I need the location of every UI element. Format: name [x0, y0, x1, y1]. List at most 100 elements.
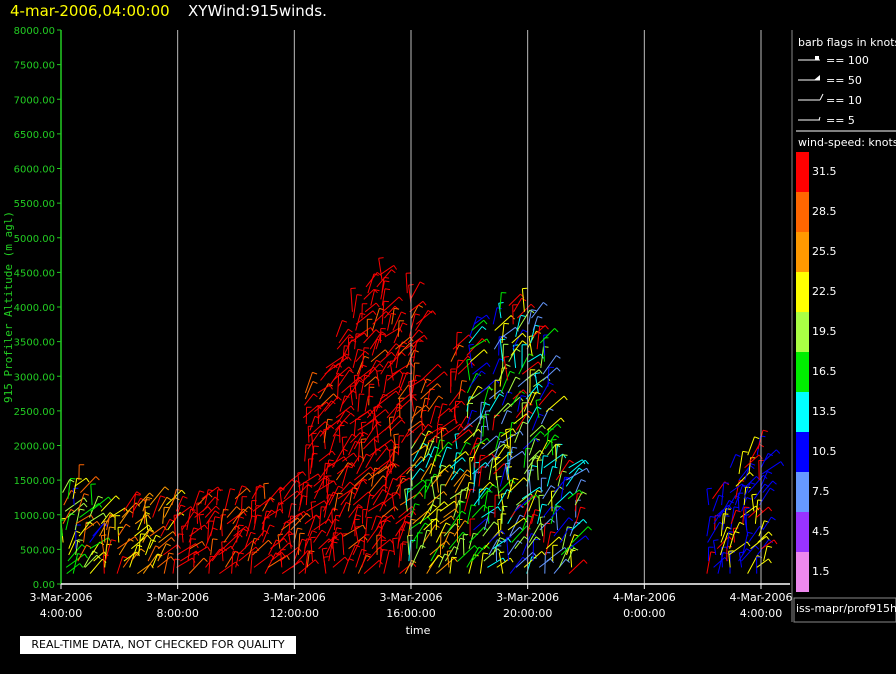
y-tick-label: 7000.00 [14, 95, 55, 106]
wind-barb [137, 511, 151, 531]
wind-barb-flag [427, 423, 433, 428]
wind-barb-flag [403, 372, 409, 375]
wind-barb-shaft [386, 369, 400, 381]
wind-barb [393, 433, 399, 450]
wind-barb-flag [432, 310, 437, 315]
wind-barb-shaft [372, 311, 387, 325]
wind-barb-shaft [157, 537, 172, 550]
wind-barb-shaft [365, 495, 371, 518]
wind-barb [347, 479, 367, 493]
wind-barb-shaft [375, 422, 379, 443]
wind-barb-shaft [429, 454, 437, 475]
wind-barb-shaft [172, 559, 176, 574]
wind-barb [753, 483, 770, 500]
wind-barb-shaft [503, 357, 509, 381]
wind-barb-shaft [103, 555, 105, 574]
wind-barb [508, 293, 525, 306]
wind-barb-flag [528, 353, 534, 357]
wind-barb-shaft [542, 367, 558, 381]
wind-barb-flag [771, 516, 776, 521]
wind-barb [336, 409, 351, 425]
wind-barb-flag [215, 505, 220, 510]
wind-barb [238, 546, 260, 562]
wind-barb-flag [329, 424, 335, 429]
wind-barb-shaft [397, 342, 411, 356]
wind-barb [399, 397, 405, 418]
wind-barb [498, 551, 505, 574]
wind-barb [262, 524, 275, 543]
wind-barb-shaft [546, 417, 562, 431]
wind-barb-flag [401, 311, 407, 315]
wind-barb-shaft [558, 547, 569, 568]
wind-barb-shaft [308, 421, 326, 437]
wind-barb [220, 514, 227, 537]
wind-barb-flag [373, 273, 379, 276]
wind-barb [326, 480, 334, 499]
wind-barb-flag [269, 524, 275, 528]
wind-barb-shaft [353, 419, 357, 437]
wind-barb [341, 436, 348, 456]
wind-barb-flag [537, 316, 543, 319]
wind-barb [355, 310, 377, 325]
wind-barb-shaft [483, 491, 489, 512]
wind-barb [415, 309, 433, 331]
wind-barb-flag [526, 447, 532, 450]
wind-barb [559, 454, 568, 474]
wind-barb-shaft [204, 489, 209, 506]
wind-barb-shaft [411, 444, 426, 456]
wind-barb [313, 529, 327, 543]
wind-barb-shaft [521, 515, 529, 531]
wind-barb [355, 312, 366, 331]
wind-barb [429, 405, 441, 425]
wind-barb-shaft [395, 477, 404, 493]
wind-barb-shaft [499, 367, 503, 387]
wind-barb-flag [410, 362, 415, 368]
wind-barb-shaft [157, 556, 172, 568]
wind-barb-flag [149, 492, 154, 497]
wind-barb [104, 539, 117, 562]
wind-barb-flag [399, 529, 405, 531]
wind-barb [360, 421, 367, 437]
wind-barb-shaft [237, 506, 250, 518]
wind-barb-flag [316, 514, 320, 520]
wind-barb-shaft [408, 540, 411, 562]
wind-barb [528, 353, 544, 363]
colorbar-label: 25.5 [812, 245, 837, 258]
wind-barb-shaft [760, 471, 768, 487]
wind-barb-shaft [408, 516, 429, 531]
wind-barb-shaft [472, 415, 483, 437]
wind-barb-flag [376, 515, 382, 518]
wind-barb-shaft [507, 540, 519, 556]
wind-barb-flag [328, 480, 334, 482]
wind-barb [355, 350, 370, 363]
wind-barb-shaft [553, 517, 570, 537]
wind-barb [407, 518, 416, 537]
wind-barb-shaft [383, 375, 388, 393]
wind-barb-shaft [352, 294, 358, 319]
wind-barb-flag [302, 471, 307, 476]
wind-barb [542, 355, 561, 375]
wind-barb-flag [204, 524, 209, 530]
wind-barb-shaft [410, 545, 422, 568]
wind-barb [413, 362, 420, 381]
wind-barb [354, 518, 360, 537]
wind-barb [218, 545, 235, 556]
wind-barb-shaft [713, 540, 717, 555]
wind-barb-shaft [348, 332, 365, 344]
wind-barb-shaft [574, 491, 583, 506]
wind-barb-shaft [158, 531, 174, 543]
y-tick-label: 0.00 [33, 580, 55, 591]
wind-barb-shaft [452, 429, 470, 444]
wind-barb [352, 348, 363, 369]
wind-barb-shaft [393, 446, 396, 462]
wind-barb-shaft [497, 519, 500, 537]
wind-barb-flag [331, 450, 336, 456]
wind-barb-flag [164, 486, 170, 491]
wind-barb-shaft [513, 298, 523, 313]
wind-barb-shaft [480, 379, 497, 394]
wind-barb-flag [373, 366, 378, 372]
wind-barb-shaft [439, 515, 452, 525]
wind-barb-shaft [313, 529, 323, 543]
wind-barb [383, 374, 392, 393]
colorbar-swatch [796, 472, 809, 512]
